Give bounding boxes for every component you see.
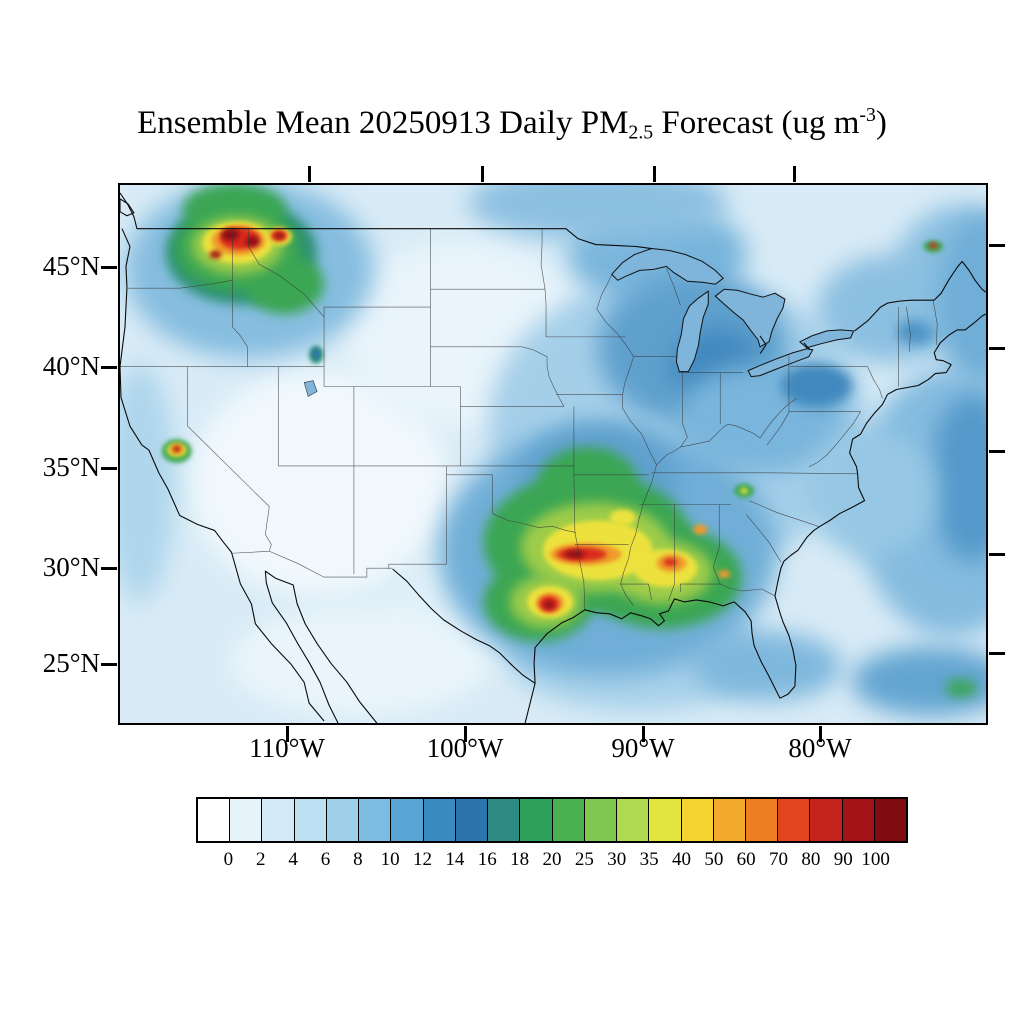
state-borders [120, 228, 938, 610]
colorbar-cell [713, 799, 746, 841]
colorbar-tick-label: 6 [320, 849, 331, 870]
gulf-atlantic-coast [524, 313, 986, 723]
lake-erie [747, 348, 814, 378]
colorbar-cell [778, 799, 811, 841]
lat-tick-label-25n: 25°N [42, 647, 100, 678]
x-axis-tick-top [653, 166, 656, 182]
rio-grande-border [392, 568, 536, 684]
colorbar-tick-label: 35 [639, 849, 659, 870]
colorbar-tick-label: 14 [445, 849, 465, 870]
colorbar-tick-label: 4 [288, 849, 298, 870]
coastlines [120, 192, 986, 723]
lake-ontario [798, 329, 855, 349]
colorbar-cell [842, 799, 875, 841]
x-axis-tick-bottom [642, 726, 645, 742]
conus-pm25-map [120, 185, 986, 723]
colorbar-tick-label: 60 [736, 849, 756, 870]
lat-tick-label-35n: 35°N [42, 451, 100, 482]
pacific-baja-coast [120, 228, 325, 722]
colorbar-cell [810, 799, 843, 841]
colorbar-tick-label: 25 [574, 849, 594, 870]
niagara-river [803, 342, 811, 351]
y-axis-tick-left [101, 467, 117, 470]
canada-border [120, 192, 652, 250]
detroit-river [759, 335, 767, 355]
title-text-end: ) [875, 104, 887, 141]
colorbar-cell [520, 799, 553, 841]
colorbar-cell [391, 799, 424, 841]
colorbar-cell [745, 799, 779, 841]
colorbar: 0 2 4 6 8 10 12 14 16 18 20 25 30 35 40 50 60 70 80 90 100 [196, 797, 908, 877]
colorbar-labels: 0 2 4 6 8 10 12 14 16 18 20 25 30 35 40 50 60 70 80 90 100 [196, 849, 908, 877]
colorbar-tick-label: 18 [510, 849, 530, 870]
x-axis-tick-top [481, 166, 484, 182]
x-axis-tick-top [793, 166, 796, 182]
y-axis-tick-left [101, 663, 117, 666]
great-salt-lake [303, 380, 318, 397]
colorbar-cell [423, 799, 456, 841]
colorbar-tick-label: 0 [223, 849, 234, 870]
x-axis-tick-top [308, 166, 311, 182]
map-canvas [118, 183, 988, 725]
x-axis-tick-bottom [464, 726, 467, 742]
colorbar-tick-label: 90 [833, 849, 853, 870]
colorbar-tick-label: 2 [255, 849, 266, 870]
figure-title: Ensemble Mean 20250913 Daily PM2.5 Forec… [0, 104, 1024, 144]
y-axis-tick-left [101, 567, 117, 570]
colorbar-cell [617, 799, 650, 841]
colorbar-cell [455, 799, 489, 841]
lat-tick-label-40n: 40°N [42, 350, 100, 381]
y-axis-tick-right [989, 553, 1005, 556]
colorbar-cell [874, 799, 907, 841]
colorbar-cell [359, 799, 392, 841]
st-lawrence-maine-border [854, 260, 986, 332]
y-axis-tick-right [989, 450, 1005, 453]
colorbar-cell [230, 799, 263, 841]
colorbar-cells [196, 797, 908, 843]
colorbar-tick-label: 20 [542, 849, 562, 870]
colorbar-cell [552, 799, 585, 841]
great-lakes [303, 248, 855, 397]
colorbar-tick-label: 30 [607, 849, 627, 870]
colorbar-tick-label: 50 [704, 849, 724, 870]
lat-tick-label-30n: 30°N [42, 551, 100, 582]
colorbar-tick-label: 70 [769, 849, 789, 870]
title-superscript: -3 [859, 104, 876, 126]
colorbar-tick-label: 40 [671, 849, 691, 870]
lake-superior [611, 248, 724, 285]
colorbar-cell [262, 799, 295, 841]
y-axis-tick-left [101, 366, 117, 369]
y-axis-tick-left [101, 266, 117, 269]
x-axis-tick-bottom [286, 726, 289, 742]
lake-michigan [675, 290, 709, 373]
colorbar-tick-label: 8 [353, 849, 363, 870]
colorbar-cell [326, 799, 360, 841]
colorbar-cell [294, 799, 327, 841]
vancouver-island [120, 198, 135, 217]
colorbar-cell [198, 799, 231, 841]
colorbar-cell [649, 799, 682, 841]
colorbar-cell [681, 799, 714, 841]
gulf-of-california-coast [264, 570, 378, 723]
colorbar-tick-label: 10 [380, 849, 400, 870]
colorbar-tick-label: 12 [413, 849, 433, 870]
colorbar-cell [584, 799, 618, 841]
colorbar-tick-label: 16 [477, 849, 497, 870]
x-axis-tick-bottom [819, 726, 822, 742]
y-axis-tick-right [989, 244, 1005, 247]
colorbar-cell [488, 799, 521, 841]
title-text: Ensemble Mean 20250913 Daily PM [137, 104, 629, 141]
y-axis-tick-right [989, 652, 1005, 655]
colorbar-tick-label: 100 [861, 849, 890, 870]
lat-tick-label-45n: 45°N [42, 250, 100, 281]
lake-huron [714, 288, 786, 348]
title-text-mid: Forecast (ug m [653, 104, 860, 141]
title-subscript: 2.5 [628, 121, 654, 144]
y-axis-tick-right [989, 347, 1005, 350]
colorbar-tick-label: 80 [801, 849, 821, 870]
